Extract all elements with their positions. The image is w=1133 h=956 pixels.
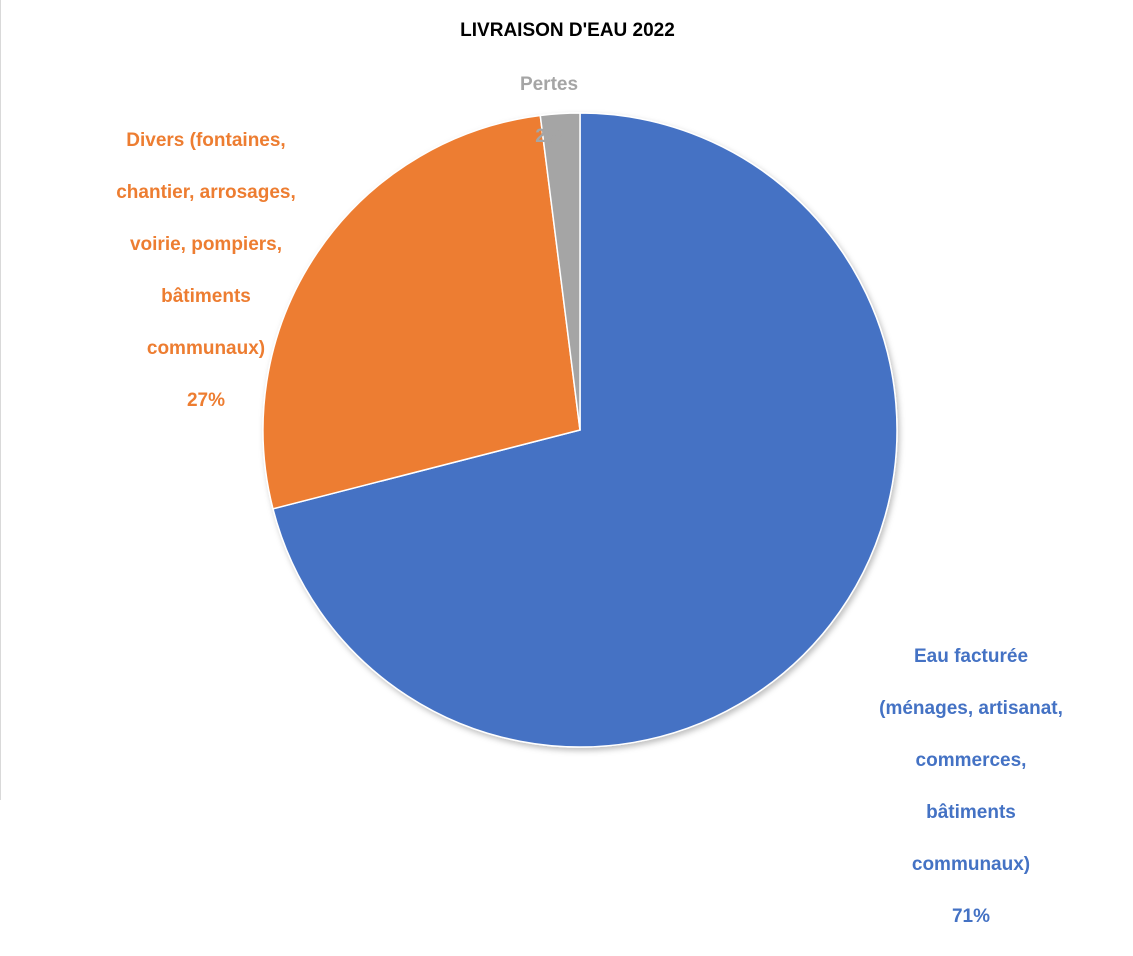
slice-label-pertes-line-1: Pertes — [519, 74, 579, 95]
slice-divers — [262, 114, 581, 510]
slice-label-eau-facturee-line-1: Eau facturée — [913, 646, 1029, 667]
slice-label-pertes: Pertes 2% — [489, 46, 609, 176]
slice-label-eau-facturee-line-2: (ménages, artisanat, — [879, 698, 1063, 719]
slice-label-divers-line-5: communaux) — [146, 338, 266, 359]
slice-percent-divers: 27% — [186, 390, 226, 411]
slice-label-divers: Divers (fontaines, chantier, arrosages, … — [61, 102, 351, 440]
slice-label-divers-line-3: voirie, pompiers, — [129, 234, 283, 255]
chart-area: LIVRAISON D'EAU 2022 Eau facturée (ménag… — [0, 0, 1063, 927]
pie-chart — [262, 112, 898, 748]
slice-pertes — [539, 112, 581, 431]
chart-title: LIVRAISON D'EAU 2022 — [460, 20, 675, 41]
slice-label-divers-line-2: chantier, arrosages, — [116, 182, 296, 203]
slice-label-eau-facturee-line-3: commerces, — [915, 750, 1027, 771]
slice-percent-pertes: 2% — [535, 126, 563, 147]
slice-eau-facturee — [272, 112, 898, 748]
slice-label-divers-line-4: bâtiments — [161, 286, 251, 307]
slice-percent-eau-facturee: 71% — [951, 906, 991, 927]
slice-label-eau-facturee: Eau facturée (ménages, artisanat, commer… — [821, 618, 1121, 956]
slice-label-eau-facturee-line-4: bâtiments — [926, 802, 1016, 823]
slice-label-divers-line-1: Divers (fontaines, — [126, 130, 286, 151]
slice-label-eau-facturee-line-5: communaux) — [911, 854, 1031, 875]
